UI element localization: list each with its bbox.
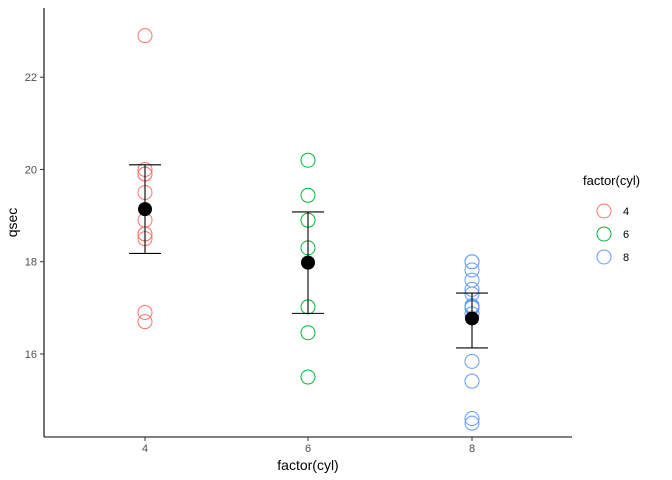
data-point [137,314,153,330]
y-tick-label: 18 [25,257,37,269]
legend-label: 4 [623,206,629,218]
x-tick-label: 4 [142,443,148,455]
y-axis-title: qsec [4,208,20,238]
mean-point [465,311,479,326]
x-tick-label: 6 [305,443,311,455]
x-axis-title: factor(cyl) [277,457,338,473]
data-point [300,152,316,168]
data-point [464,373,480,389]
x-tick-label: 8 [469,443,475,455]
data-point [300,369,316,385]
data-point [300,187,316,203]
y-tick-label: 20 [25,164,37,176]
data-point [464,411,480,427]
summary-layer [129,164,488,349]
data-point [137,304,153,320]
legend-label: 6 [623,229,629,241]
y-tick-label: 16 [25,349,37,361]
legend: factor(cyl) 4 6 8 [583,173,640,265]
mean-point [301,255,315,270]
data-point [464,262,480,278]
legend-title: factor(cyl) [583,173,640,188]
y-tick-label: 22 [25,72,37,84]
data-point [464,254,480,270]
mean-point [138,202,152,217]
data-point [464,415,480,431]
legend-label: 8 [623,252,629,264]
legend-key [596,203,612,219]
data-point [137,28,153,44]
data-point [464,353,480,369]
ticks-layer: 16 18 20 22 4 6 8 [25,72,475,455]
legend-key [596,249,612,265]
legend-key [596,226,612,242]
data-point [300,325,316,341]
